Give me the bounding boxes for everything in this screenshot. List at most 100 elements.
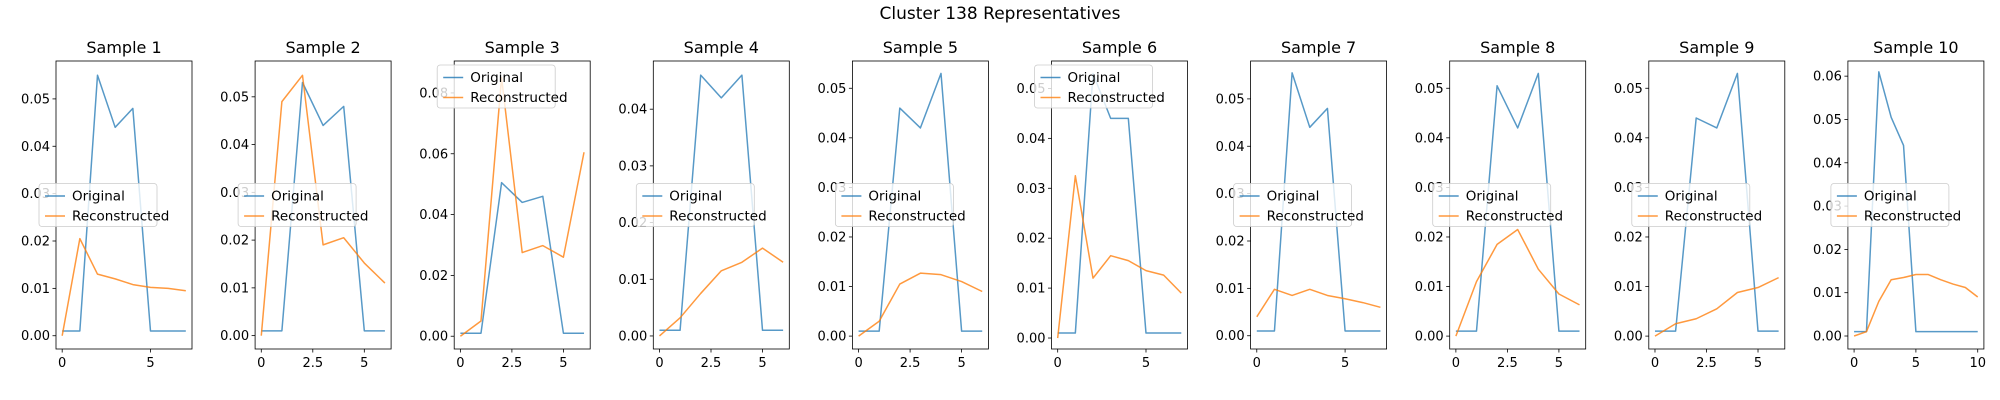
legend-label-reconstructed: Reconstructed — [1864, 209, 1961, 225]
y-tick-label: 0.04 — [419, 208, 448, 223]
y-tick-label: 0.04 — [817, 131, 846, 146]
x-tick-label: 5 — [1754, 356, 1762, 371]
y-tick-label: 0.02 — [1415, 230, 1444, 245]
subplot-2: Sample 20.000.010.020.030.040.050 2.5 5Ori… — [220, 38, 392, 371]
y-tick-label: 0.02 — [1614, 230, 1643, 245]
series-line-reconstructed — [1654, 276, 1779, 337]
legend-label-original: Original — [669, 189, 722, 205]
y-tick-label: 0.04 — [220, 138, 249, 153]
legend-box — [1233, 183, 1352, 227]
series-line-original — [1654, 72, 1779, 332]
legend-label-original: Original — [1665, 189, 1718, 205]
legend-box — [1034, 64, 1153, 109]
legend: Original Reconstructed — [1034, 64, 1165, 109]
subplot-9: Sample 90.000.010.020.030.040.050 2.5 5Ori… — [1614, 38, 1786, 371]
subplot-title: Sample 6 — [1082, 38, 1157, 57]
subplot-10: Sample 100.000.010.020.030.040.050.060 5 1… — [1813, 38, 1986, 371]
legend-label-original: Original — [1068, 70, 1121, 86]
legend-box — [436, 64, 556, 109]
y-tick-label: 0.06 — [419, 147, 448, 162]
series-line-reconstructed — [1455, 228, 1580, 337]
legend-box — [1432, 183, 1552, 227]
x-tick-label: 0 — [1850, 356, 1858, 371]
series-line-reconstructed — [1056, 175, 1182, 339]
subplot-title: Sample 2 — [285, 38, 360, 57]
legend: Original Reconstructed — [635, 183, 767, 227]
subplot-grid: Sample 1 0.00 0.01 0.02 0.03 0.04 0.05 0 5 Origin… — [21, 38, 1986, 371]
y-tick-label: 0.02 — [1017, 232, 1046, 247]
legend-label-reconstructed: Reconstructed — [868, 209, 965, 225]
legend-label-reconstructed: Reconstructed — [271, 209, 368, 225]
y-tick-label: 0.02 — [1813, 243, 1842, 258]
legend: Original Reconstructed — [1830, 183, 1961, 227]
y-tick-label: 0.05 — [817, 82, 846, 97]
legend-label-reconstructed: Reconstructed — [470, 90, 567, 106]
series-line-original — [1057, 72, 1182, 334]
legend-label-original: Original — [868, 189, 921, 205]
series-line-reconstructed — [1853, 273, 1979, 337]
y-tick-label: 0.02 — [817, 230, 846, 245]
y-tick-label: 0.00 — [618, 329, 647, 344]
legend-label-reconstructed: Reconstructed — [72, 209, 169, 225]
x-tick-label: 10 — [1969, 356, 1986, 371]
y-tick-label: 0.02 — [220, 234, 249, 249]
y-tick-label: 0.02 — [419, 269, 448, 284]
subplot-5: Sample 50.000.010.020.030.040.050 2.5 5Ori… — [817, 38, 989, 371]
legend-label-original: Original — [72, 189, 125, 205]
legend-label-reconstructed: Reconstructed — [1466, 209, 1563, 225]
legend-label-reconstructed: Reconstructed — [1665, 209, 1762, 225]
legend-label-original: Original — [1267, 189, 1320, 205]
subplot-title: Sample 7 — [1281, 38, 1356, 57]
subplot-7: Sample 70.000.010.020.030.040.050 5Origin… — [1216, 38, 1387, 371]
y-tick-label: 0.04 — [1216, 140, 1245, 155]
subplot-4: Sample 40.000.010.020.030.040 2.5 5Origina… — [618, 38, 790, 371]
plot-frame — [453, 60, 591, 350]
x-tick-label: 2.5 — [900, 356, 921, 371]
series-line-reconstructed — [858, 272, 983, 337]
y-tick-label: 0.00 — [1017, 332, 1046, 347]
subplot-title: Sample 1 — [86, 38, 161, 57]
y-tick-label: 0.00 — [21, 329, 50, 344]
x-tick-label: 0 — [655, 356, 663, 371]
series-line-reconstructed — [61, 237, 186, 336]
x-tick-label: 0 — [456, 356, 464, 371]
subplot-3: Sample 30.000.020.040.060.080 2.5 5Origina… — [419, 38, 591, 371]
x-tick-label: 5 — [957, 356, 965, 371]
x-tick-label: 2.5 — [302, 356, 323, 371]
series-line-original — [659, 74, 784, 332]
x-tick-label: 5 — [146, 356, 154, 371]
y-tick-label: 0.00 — [419, 330, 448, 345]
y-tick-label: 0.04 — [1017, 132, 1046, 147]
x-tick-label: 2.5 — [1696, 356, 1717, 371]
subplot-title: Sample 10 — [1873, 38, 1958, 57]
subplot-1: Sample 10.000.010.020.030.040.050 5Origin… — [21, 38, 193, 371]
subplot-title: Sample 3 — [485, 38, 560, 57]
plot-frame — [1051, 60, 1188, 350]
figure-title: Cluster 138 Representatives — [880, 4, 1121, 24]
y-tick-label: 0.01 — [21, 282, 50, 297]
legend-label-original: Original — [1864, 189, 1917, 205]
x-tick-label: 5 — [1912, 356, 1920, 371]
legend: Original Reconstructed — [1233, 183, 1364, 227]
series-line-reconstructed — [658, 247, 784, 337]
y-tick-label: 0.01 — [1415, 280, 1444, 295]
legend-label-reconstructed: Reconstructed — [669, 209, 766, 225]
y-tick-label: 0.02 — [1216, 235, 1245, 250]
x-tick-label: 0 — [257, 356, 265, 371]
y-tick-label: 0.00 — [1614, 330, 1643, 345]
series-line-reconstructed — [260, 74, 386, 336]
y-tick-label: 0.05 — [1415, 82, 1444, 97]
y-tick-label: 0.00 — [1813, 330, 1842, 345]
y-tick-label: 0.01 — [1813, 286, 1842, 301]
y-tick-label: 0.04 — [1415, 131, 1444, 146]
y-tick-label: 0.01 — [1614, 280, 1643, 295]
y-tick-label: 0.01 — [1216, 282, 1245, 297]
legend-box — [635, 183, 755, 227]
y-tick-label: 0.01 — [618, 273, 647, 288]
x-tick-label: 5 — [1555, 356, 1563, 371]
series-line-original — [460, 181, 585, 334]
y-tick-label: 0.04 — [618, 103, 647, 118]
legend-label-original: Original — [1466, 189, 1519, 205]
x-tick-label: 0 — [1253, 356, 1261, 371]
legend-label-original: Original — [271, 189, 324, 205]
